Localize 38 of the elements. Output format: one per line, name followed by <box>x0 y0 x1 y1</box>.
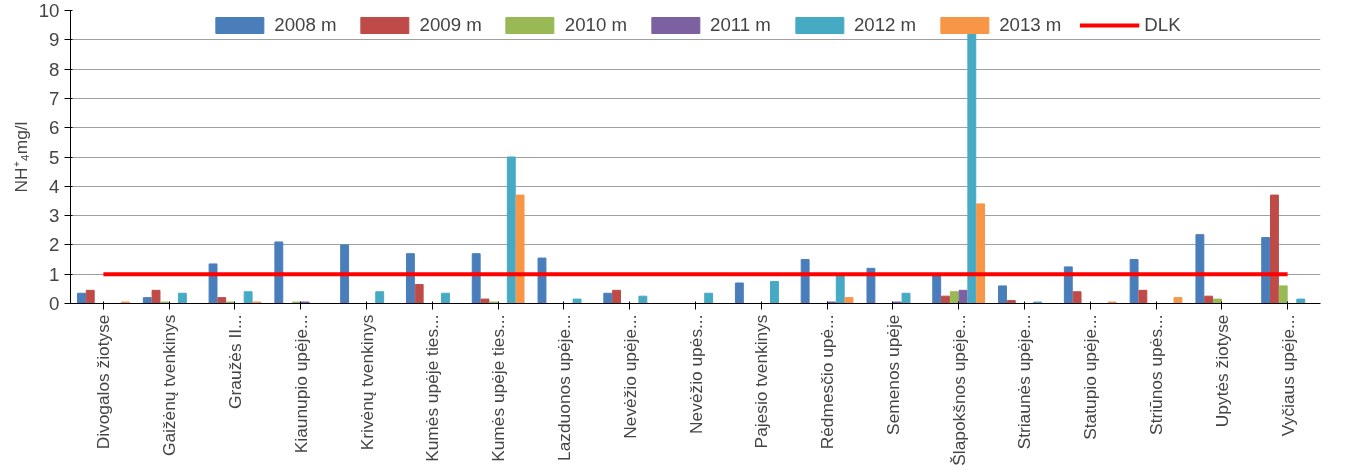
x-tick-label: Statupio upėje... <box>1080 314 1101 440</box>
x-tick-label: Pajesio tvenkinys <box>751 314 772 449</box>
y-tick-label: 6 <box>49 117 60 139</box>
x-tick-label: Semenos upėje <box>882 314 903 435</box>
y-tick-label: 8 <box>49 58 60 80</box>
legend-label: 2011 m <box>710 14 771 36</box>
x-tick-label: Šlapokšnos upėje... <box>948 314 969 466</box>
y-tick-label: 7 <box>49 87 60 109</box>
y-tick-label: 5 <box>49 146 60 168</box>
legend-label: 2012 m <box>853 14 917 36</box>
legend-label: 2009 m <box>419 14 482 36</box>
y-axis-title: NH⁺₄mg/l <box>10 121 31 193</box>
x-tick-label: Upytės žiotyse <box>1211 314 1232 428</box>
x-tick-label: Kumės upėje ties... <box>488 314 509 462</box>
x-tick-label: Gaižėnų tvenkinys <box>159 314 180 457</box>
x-tick-label: Krivėnų tvenkinys <box>356 314 377 451</box>
x-tick-label: Lazduonos upėje... <box>553 314 574 461</box>
y-tick-label: 1 <box>49 263 60 285</box>
x-tick-label: Rėdmesčio upė... <box>817 314 838 450</box>
x-tick-label: Divogalos žiotyse <box>93 314 114 450</box>
y-tick-label: 2 <box>49 234 60 256</box>
legend-label: 2013 m <box>999 14 1062 36</box>
y-tick-label: 9 <box>49 29 60 51</box>
x-tick-label: Nevėžio upėje... <box>619 314 640 439</box>
y-tick-label: 4 <box>49 175 60 197</box>
x-tick-label: Nevėžio upės... <box>685 314 706 434</box>
y-tick-label: 10 <box>38 0 60 21</box>
y-tick-label: 0 <box>49 293 60 314</box>
legend-label: 2008 m <box>274 14 337 36</box>
x-tick-label: Graužės II... <box>224 314 245 409</box>
x-tick-label: Striūnos upės... <box>1146 314 1167 435</box>
x-tick-label: Kiaunupio upėje... <box>290 314 311 454</box>
y-tick-label: 3 <box>49 205 60 227</box>
x-tick-label: Striaunės upėje... <box>1014 314 1035 450</box>
x-tick-label: Kumės upėje ties... <box>422 314 443 462</box>
x-tick-label: Vyčiaus upėje... <box>1277 314 1298 437</box>
legend-label: 2010 m <box>564 14 628 36</box>
legend-label: DLK <box>1144 14 1181 36</box>
